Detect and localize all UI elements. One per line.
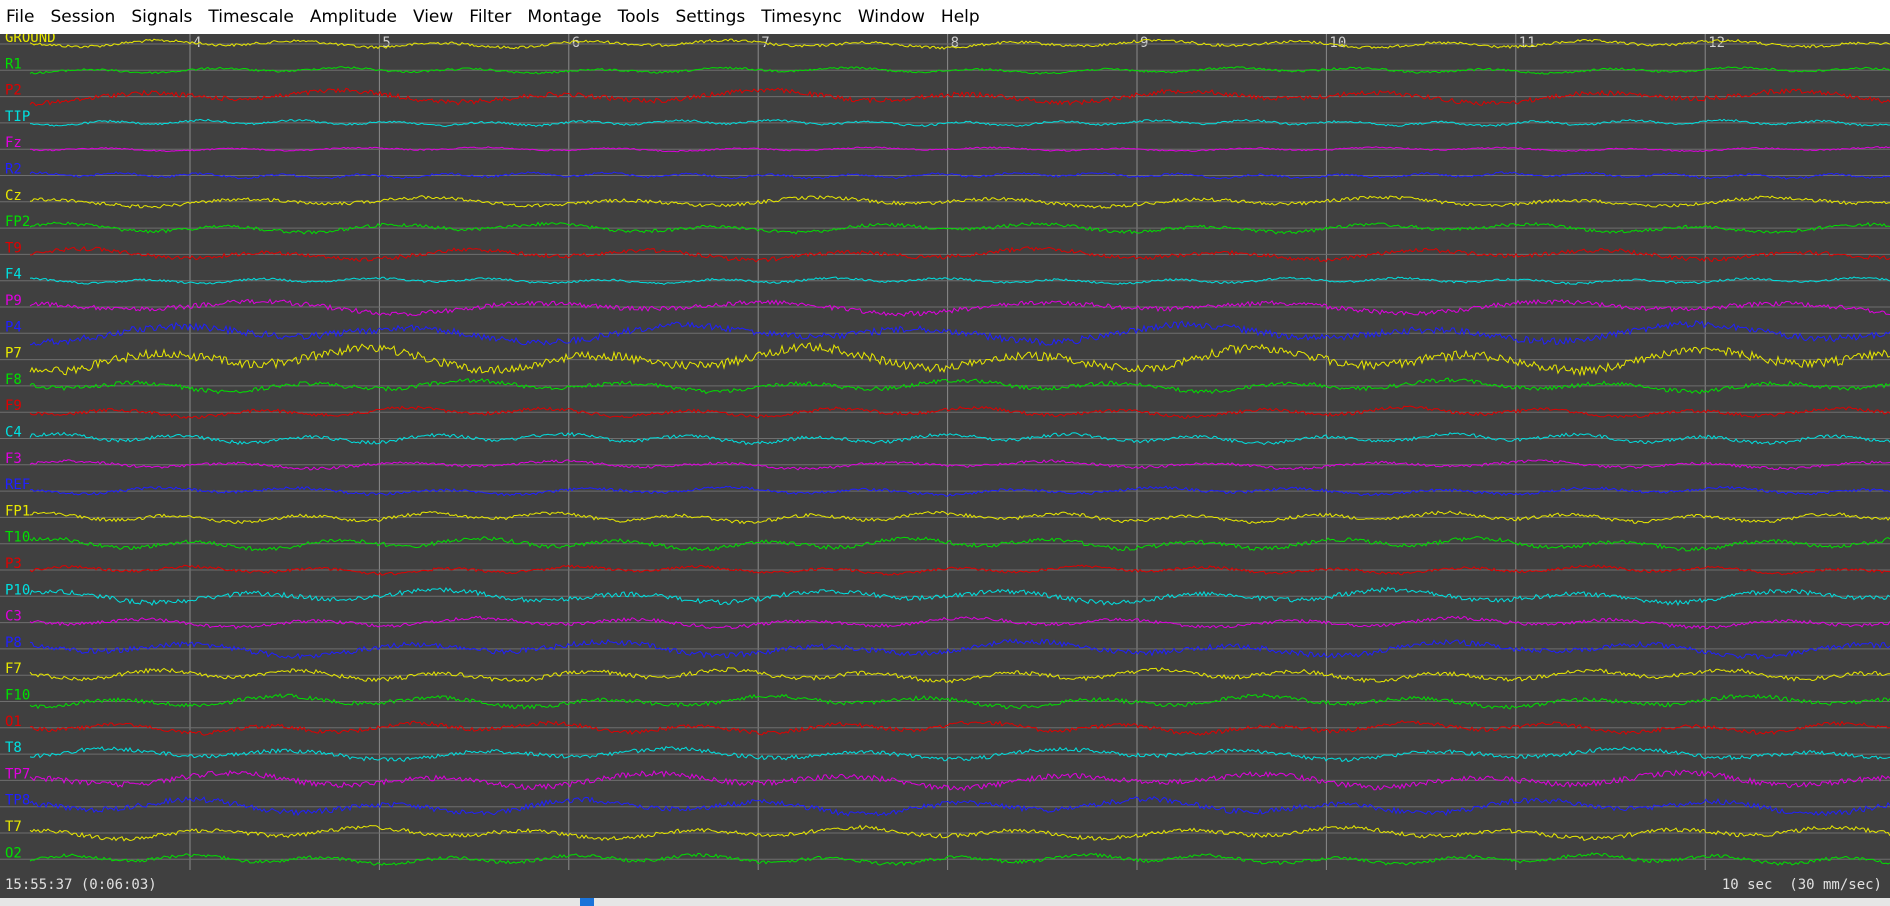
signal-trace-f9 — [29, 405, 1890, 419]
channel-label-t9[interactable]: T9 — [5, 240, 22, 256]
channel-label-r2[interactable]: R2 — [5, 162, 22, 178]
channel-label-ref[interactable]: REF — [5, 477, 30, 493]
channel-label-p10[interactable]: P10 — [5, 582, 30, 598]
channel-label-r1[interactable]: R1 — [5, 56, 22, 72]
scroll-thumb[interactable] — [580, 898, 594, 906]
channel-label-o1[interactable]: O1 — [5, 714, 22, 730]
signal-trace-cz — [29, 195, 1890, 209]
menu-file[interactable]: File — [6, 7, 35, 27]
channel-label-cz[interactable]: Cz — [5, 188, 22, 204]
menu-filter[interactable]: Filter — [469, 7, 512, 27]
channel-label-tip[interactable]: TIP — [5, 109, 30, 125]
menu-window[interactable]: Window — [857, 7, 925, 27]
signal-trace-p3 — [29, 564, 1890, 576]
channel-label-fz[interactable]: Fz — [5, 135, 22, 151]
signal-trace-p7 — [29, 342, 1890, 377]
time-tick-label: 5 — [382, 35, 390, 51]
horizontal-scrollbar[interactable] — [0, 898, 1890, 906]
time-tick-label: 10 — [1329, 35, 1346, 51]
signal-trace-fp2 — [29, 221, 1890, 235]
signal-trace-t9 — [29, 245, 1890, 263]
timescale-readout: 10 sec (30 mm/sec) — [1722, 877, 1882, 893]
channel-label-f7[interactable]: F7 — [5, 661, 22, 677]
channel-label-p8[interactable]: P8 — [5, 635, 22, 651]
signal-trace-fp1 — [29, 510, 1890, 525]
signal-trace-fz — [29, 146, 1890, 153]
channel-label-fp1[interactable]: FP1 — [5, 503, 30, 519]
signal-trace-f8 — [29, 377, 1890, 395]
signal-trace-t7 — [29, 824, 1890, 842]
channel-label-f4[interactable]: F4 — [5, 267, 22, 283]
channel-label-o2[interactable]: O2 — [5, 845, 22, 861]
channel-label-ground[interactable]: GROUND — [5, 34, 56, 46]
signal-trace-t8 — [29, 746, 1890, 763]
signal-trace-ref — [29, 485, 1890, 497]
menu-view[interactable]: View — [412, 7, 454, 27]
menu-timescale[interactable]: Timescale — [208, 7, 294, 27]
signal-viewer[interactable]: 4 5 6 7 8 9 10 11 12 GROUND R1 P2 TIP Fz R2 Cz FP2 T9 F4 P9… — [0, 34, 1890, 898]
clock-readout: 15:55:37 (0:06:03) — [5, 877, 157, 893]
channel-label-t7[interactable]: T7 — [5, 819, 22, 835]
signal-trace-p9 — [29, 298, 1890, 317]
channel-label-p7[interactable]: P7 — [5, 346, 22, 362]
signal-trace-c3 — [29, 615, 1890, 630]
menu-settings[interactable]: Settings — [675, 7, 746, 27]
signal-trace-tp7 — [29, 769, 1890, 792]
menu-montage[interactable]: Montage — [527, 7, 602, 27]
menu-session[interactable]: Session — [50, 7, 116, 27]
menu-amplitude[interactable]: Amplitude — [309, 7, 397, 27]
time-tick-label: 4 — [193, 35, 201, 51]
channel-label-p3[interactable]: P3 — [5, 556, 22, 572]
channel-label-fp2[interactable]: FP2 — [5, 214, 30, 230]
signal-trace-o2 — [29, 852, 1890, 867]
channel-label-tp7[interactable]: TP7 — [5, 766, 30, 782]
channel-label-f10[interactable]: F10 — [5, 688, 30, 704]
channel-label-f3[interactable]: F3 — [5, 451, 22, 467]
time-tick-label: 9 — [1140, 35, 1148, 51]
channel-label-c4[interactable]: C4 — [5, 425, 22, 441]
menu-tools[interactable]: Tools — [617, 7, 660, 27]
signal-trace-t10 — [29, 536, 1890, 552]
time-tick-label: 11 — [1519, 35, 1536, 51]
signal-trace-tp8 — [29, 796, 1890, 817]
channel-label-t8[interactable]: T8 — [5, 740, 22, 756]
signal-trace-r2 — [29, 171, 1890, 180]
channel-label-p2[interactable]: P2 — [5, 83, 22, 99]
channel-label-f8[interactable]: F8 — [5, 372, 22, 388]
channel-label-tp8[interactable]: TP8 — [5, 793, 30, 809]
channel-label-t10[interactable]: T10 — [5, 530, 30, 546]
signal-trace-ground — [29, 38, 1890, 50]
time-tick-label: 6 — [572, 35, 580, 51]
channel-label-p9[interactable]: P9 — [5, 293, 22, 309]
signal-trace-tip — [29, 118, 1890, 128]
signal-trace-p10 — [29, 586, 1890, 607]
menu-timesync[interactable]: Timesync — [761, 7, 842, 27]
time-tick-label: 12 — [1708, 35, 1725, 51]
time-tick-label: 8 — [951, 35, 959, 51]
signal-trace-r1 — [29, 66, 1890, 75]
channel-label-c3[interactable]: C3 — [5, 609, 22, 625]
channel-label-f9[interactable]: F9 — [5, 398, 22, 414]
signal-trace-p4 — [29, 320, 1890, 347]
signal-trace-o1 — [29, 720, 1890, 736]
signal-trace-f10 — [29, 693, 1890, 710]
eeg-traces[interactable]: 4 5 6 7 8 9 10 11 12GROUNDR1P2TIPFzR2CzFP2T9F4P9… — [0, 34, 1890, 898]
signal-trace-f4 — [29, 276, 1890, 286]
menu-help[interactable]: Help — [940, 7, 980, 27]
signal-trace-c4 — [29, 431, 1890, 446]
signal-trace-p2 — [29, 87, 1890, 107]
menu-signals[interactable]: Signals — [131, 7, 193, 27]
signal-trace-f7 — [29, 667, 1890, 684]
signal-trace-p8 — [29, 638, 1890, 661]
menu-bar: File Session Signals Timescale Amplitude View… — [0, 0, 1890, 34]
signal-trace-f3 — [29, 459, 1890, 471]
channel-label-p4[interactable]: P4 — [5, 319, 22, 335]
